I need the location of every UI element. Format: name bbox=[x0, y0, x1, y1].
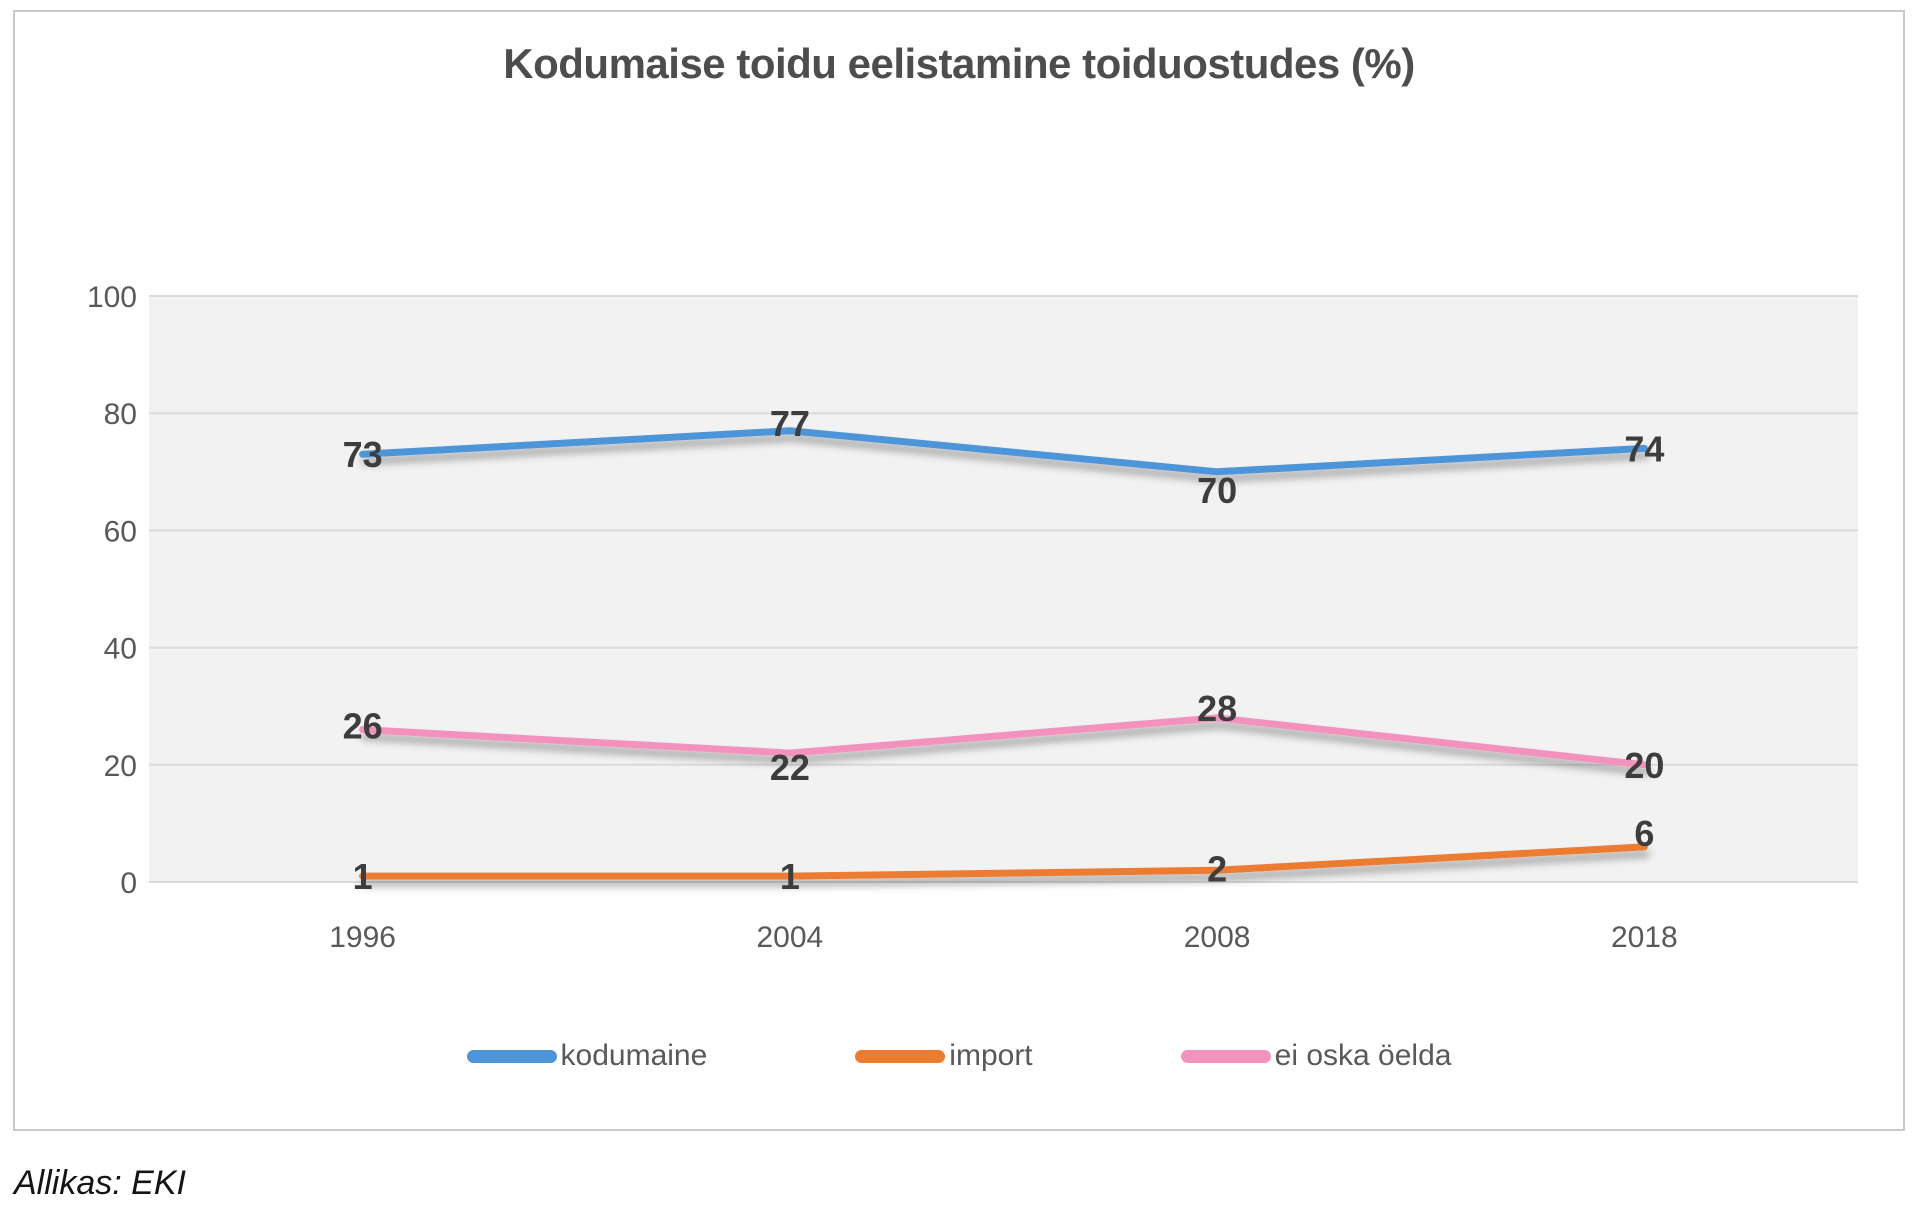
y-axis-tick-label: 100 bbox=[87, 281, 137, 314]
legend-item-import: import bbox=[855, 1039, 1033, 1073]
data-label: 6 bbox=[1634, 813, 1654, 854]
y-axis-tick-label: 20 bbox=[104, 750, 137, 783]
data-label: 28 bbox=[1197, 688, 1237, 729]
series-line-ei-oska-öelda bbox=[359, 714, 1648, 769]
legend-label: kodumaine bbox=[560, 1039, 708, 1072]
data-label: 73 bbox=[343, 434, 383, 475]
x-axis-tick-label: 1996 bbox=[329, 921, 396, 954]
legend-swatch bbox=[855, 1049, 946, 1063]
chart-title: Kodumaise toidu eelistamine toiduostudes… bbox=[503, 40, 1415, 87]
source-caption: Allikas: EKI bbox=[14, 1164, 186, 1202]
legend-item-ei-oska-öelda: ei oska öelda bbox=[1180, 1039, 1452, 1073]
x-axis-tick-label: 2008 bbox=[1184, 921, 1251, 954]
data-label: 22 bbox=[770, 747, 810, 788]
data-label: 2 bbox=[1207, 848, 1227, 889]
chart-legend: kodumaine import ei oska öelda bbox=[13, 1032, 1905, 1080]
x-axis-tick-label: 2004 bbox=[757, 921, 824, 954]
data-label: 74 bbox=[1624, 428, 1664, 469]
data-label: 20 bbox=[1624, 745, 1664, 786]
legend-item-kodumaine: kodumaine bbox=[466, 1039, 708, 1073]
legend-swatch bbox=[466, 1049, 557, 1063]
y-axis-tick-label: 80 bbox=[104, 398, 137, 431]
data-label: 1 bbox=[780, 856, 800, 897]
legend-label: ei oska öelda bbox=[1274, 1039, 1452, 1072]
data-label: 26 bbox=[343, 706, 383, 747]
y-axis-tick-label: 0 bbox=[120, 867, 137, 900]
plot-area bbox=[149, 296, 1858, 882]
x-axis-tick-label: 2018 bbox=[1611, 921, 1678, 954]
y-axis-tick-label: 40 bbox=[104, 633, 137, 666]
legend-swatch bbox=[1180, 1049, 1271, 1063]
data-label: 77 bbox=[770, 403, 810, 444]
y-axis-tick-label: 60 bbox=[104, 515, 137, 548]
data-label: 70 bbox=[1197, 470, 1237, 511]
data-label: 1 bbox=[353, 856, 373, 897]
series-line-kodumaine bbox=[359, 427, 1648, 476]
series-line-import bbox=[359, 843, 1648, 880]
legend-label: import bbox=[949, 1039, 1033, 1072]
